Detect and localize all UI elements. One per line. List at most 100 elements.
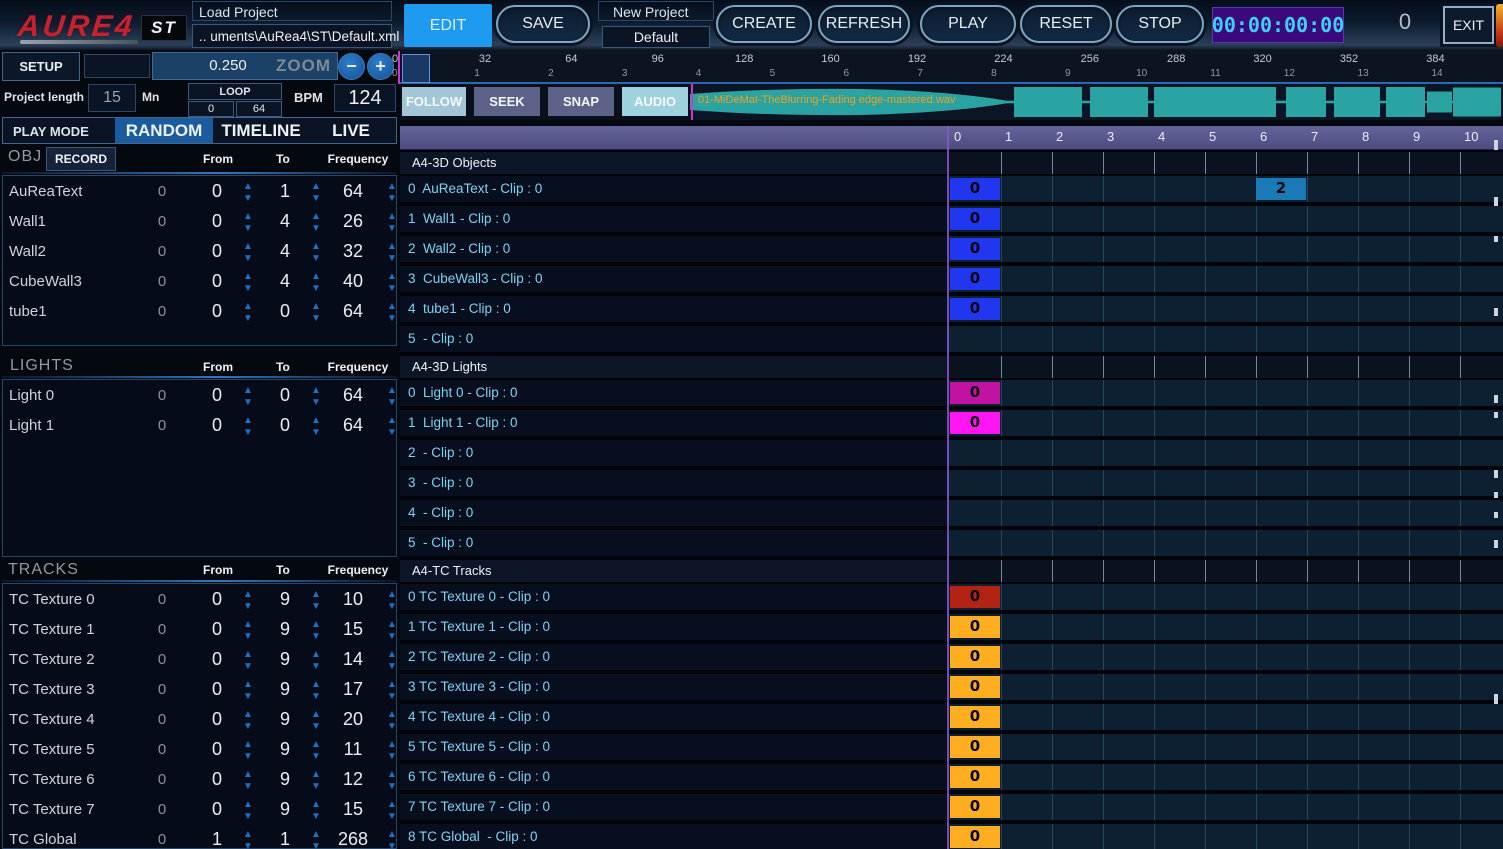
- timeline-clip[interactable]: 0: [950, 298, 1000, 320]
- spinner-up-icon[interactable]: ▲: [311, 739, 321, 751]
- track-from-value[interactable]: 0: [195, 649, 239, 670]
- obj-to-value[interactable]: 4: [263, 241, 307, 262]
- obj-frequency-spinner[interactable]: ▲▼: [385, 239, 399, 267]
- timeline-clip[interactable]: 0: [950, 412, 1000, 434]
- track-row-lane[interactable]: 0: [948, 734, 1503, 760]
- spinner-down-icon[interactable]: ▼: [243, 313, 253, 325]
- spinner-up-icon[interactable]: ▲: [387, 829, 397, 841]
- spinner-up-icon[interactable]: ▲: [243, 799, 253, 811]
- track-to-value[interactable]: 1: [263, 829, 307, 849]
- play-button[interactable]: PLAY: [920, 5, 1016, 43]
- obj-frequency-value[interactable]: 26: [331, 211, 375, 232]
- track-frequency-value[interactable]: 14: [331, 649, 375, 670]
- spinner-up-icon[interactable]: ▲: [311, 589, 321, 601]
- spinner-down-icon[interactable]: ▼: [243, 691, 253, 703]
- track-row-lane[interactable]: 02: [948, 176, 1503, 202]
- obj-from-value[interactable]: 0: [195, 181, 239, 202]
- mode-timeline[interactable]: TIMELINE: [217, 118, 305, 143]
- track-to-spinner[interactable]: ▲▼: [309, 587, 323, 615]
- zoom-in-button[interactable]: +: [367, 53, 394, 80]
- setup-adjacent-field[interactable]: [84, 54, 150, 78]
- obj-frequency-spinner[interactable]: ▲▼: [385, 179, 399, 207]
- ruler-selection-marker[interactable]: [402, 54, 430, 83]
- spinner-down-icon[interactable]: ▼: [311, 781, 321, 793]
- spinner-down-icon[interactable]: ▼: [311, 811, 321, 823]
- spinner-down-icon[interactable]: ▼: [387, 601, 397, 613]
- bar-ruler[interactable]: 3264961281601922242562883203523841234567…: [400, 50, 1503, 84]
- ruler-playhead[interactable]: [398, 51, 400, 84]
- spinner-down-icon[interactable]: ▼: [311, 721, 321, 733]
- spinner-up-icon[interactable]: ▲: [243, 301, 253, 313]
- track-frequency-spinner[interactable]: ▲▼: [385, 617, 399, 645]
- spinner-up-icon[interactable]: ▲: [311, 385, 321, 397]
- track-row-label[interactable]: 5 - Clip : 0: [400, 326, 948, 352]
- light-frequency-spinner[interactable]: ▲▼: [385, 383, 399, 411]
- spinner-down-icon[interactable]: ▼: [387, 397, 397, 409]
- spinner-up-icon[interactable]: ▲: [311, 709, 321, 721]
- track-to-value[interactable]: 9: [263, 709, 307, 730]
- timeline-clip[interactable]: 0: [950, 706, 1000, 728]
- track-row-lane[interactable]: 0: [948, 764, 1503, 790]
- track-row-lane[interactable]: 0: [948, 794, 1503, 820]
- track-row-label[interactable]: 3 TC Texture 3 - Clip : 0: [400, 674, 948, 700]
- light-from-value[interactable]: 0: [195, 385, 239, 406]
- track-frequency-value[interactable]: 17: [331, 679, 375, 700]
- spinner-up-icon[interactable]: ▲: [311, 679, 321, 691]
- obj-to-spinner[interactable]: ▲▼: [309, 239, 323, 267]
- track-row-label[interactable]: 4 tube1 - Clip : 0: [400, 296, 948, 322]
- spinner-down-icon[interactable]: ▼: [311, 841, 321, 849]
- spinner-up-icon[interactable]: ▲: [387, 649, 397, 661]
- light-from-value[interactable]: 0: [195, 415, 239, 436]
- track-from-spinner[interactable]: ▲▼: [241, 647, 255, 675]
- spinner-up-icon[interactable]: ▲: [387, 709, 397, 721]
- spinner-down-icon[interactable]: ▼: [243, 721, 253, 733]
- track-from-value[interactable]: 0: [195, 739, 239, 760]
- spinner-down-icon[interactable]: ▼: [387, 691, 397, 703]
- obj-frequency-spinner[interactable]: ▲▼: [385, 269, 399, 297]
- spinner-up-icon[interactable]: ▲: [387, 799, 397, 811]
- spinner-down-icon[interactable]: ▼: [243, 811, 253, 823]
- spinner-down-icon[interactable]: ▼: [243, 841, 253, 849]
- obj-frequency-spinner[interactable]: ▲▼: [385, 299, 399, 327]
- track-row-lane[interactable]: 0: [948, 644, 1503, 670]
- spinner-down-icon[interactable]: ▼: [243, 751, 253, 763]
- spinner-up-icon[interactable]: ▲: [387, 739, 397, 751]
- spinner-up-icon[interactable]: ▲: [243, 649, 253, 661]
- track-to-spinner[interactable]: ▲▼: [309, 677, 323, 705]
- light-frequency-spinner[interactable]: ▲▼: [385, 413, 399, 441]
- save-button[interactable]: SAVE: [496, 5, 590, 43]
- spinner-up-icon[interactable]: ▲: [243, 739, 253, 751]
- light-from-spinner[interactable]: ▲▼: [241, 413, 255, 441]
- edit-button[interactable]: EDIT: [404, 4, 492, 47]
- track-row-label[interactable]: 5 - Clip : 0: [400, 530, 948, 556]
- spinner-up-icon[interactable]: ▲: [243, 211, 253, 223]
- obj-frequency-value[interactable]: 64: [331, 301, 375, 322]
- timeline-clip[interactable]: 0: [950, 586, 1000, 608]
- track-row-lane[interactable]: 0: [948, 206, 1503, 232]
- track-to-spinner[interactable]: ▲▼: [309, 647, 323, 675]
- track-to-value[interactable]: 9: [263, 619, 307, 640]
- light-to-value[interactable]: 0: [263, 385, 307, 406]
- bpm-field[interactable]: 124: [334, 84, 396, 112]
- track-row-label[interactable]: 4 TC Texture 4 - Clip : 0: [400, 704, 948, 730]
- track-frequency-value[interactable]: 15: [331, 799, 375, 820]
- spinner-up-icon[interactable]: ▲: [311, 211, 321, 223]
- audio-toggle[interactable]: AUDIO: [622, 87, 688, 116]
- track-frequency-value[interactable]: 268: [331, 829, 375, 849]
- track-row-lane[interactable]: [948, 530, 1503, 556]
- track-frequency-spinner[interactable]: ▲▼: [385, 737, 399, 765]
- spinner-down-icon[interactable]: ▼: [387, 751, 397, 763]
- spinner-down-icon[interactable]: ▼: [311, 313, 321, 325]
- track-row-lane[interactable]: [948, 440, 1503, 466]
- track-from-value[interactable]: 1: [195, 829, 239, 849]
- spinner-down-icon[interactable]: ▼: [311, 193, 321, 205]
- light-frequency-value[interactable]: 64: [331, 385, 375, 406]
- spinner-down-icon[interactable]: ▼: [387, 721, 397, 733]
- setup-button[interactable]: SETUP: [2, 52, 80, 81]
- obj-from-spinner[interactable]: ▲▼: [241, 269, 255, 297]
- spinner-up-icon[interactable]: ▲: [311, 241, 321, 253]
- zoom-control[interactable]: 0.250 ZOOM: [152, 52, 338, 80]
- spinner-down-icon[interactable]: ▼: [387, 811, 397, 823]
- spinner-down-icon[interactable]: ▼: [243, 283, 253, 295]
- track-row-label[interactable]: 6 TC Texture 6 - Clip : 0: [400, 764, 948, 790]
